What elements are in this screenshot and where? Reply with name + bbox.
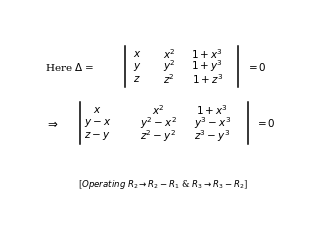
Text: $y^2$: $y^2$ xyxy=(163,59,176,74)
Text: $x^2$: $x^2$ xyxy=(163,47,176,61)
Text: $x^2$: $x^2$ xyxy=(152,103,164,117)
Text: $z^3-y^3$: $z^3-y^3$ xyxy=(194,128,231,144)
Text: $1+x^3$: $1+x^3$ xyxy=(196,103,228,117)
Text: $x$: $x$ xyxy=(93,105,102,115)
Text: [$\mathit{Operating}$ $R_2 \rightarrow R_2 - R_1$ & $R_3 \rightarrow R_3 - R_2$]: [$\mathit{Operating}$ $R_2 \rightarrow R… xyxy=(78,178,248,191)
Text: $y^3-x^3$: $y^3-x^3$ xyxy=(194,116,231,131)
Text: $1+y^3$: $1+y^3$ xyxy=(191,59,223,74)
Text: $1+z^3$: $1+z^3$ xyxy=(192,72,223,86)
Text: $x$: $x$ xyxy=(133,49,141,59)
Text: Here $\Delta$ =: Here $\Delta$ = xyxy=(45,61,94,73)
Text: $= 0$: $= 0$ xyxy=(245,61,266,73)
Text: $y^2-x^2$: $y^2-x^2$ xyxy=(140,116,176,131)
Text: $z^2$: $z^2$ xyxy=(163,72,175,86)
Text: $= 0$: $= 0$ xyxy=(255,117,276,129)
Text: $\Rightarrow$: $\Rightarrow$ xyxy=(45,117,58,130)
Text: $z$: $z$ xyxy=(133,74,141,84)
Text: $1+x^3$: $1+x^3$ xyxy=(191,47,223,61)
Text: $z^2-y^2$: $z^2-y^2$ xyxy=(140,128,176,144)
Text: $y-x$: $y-x$ xyxy=(84,117,111,129)
Text: $z-y$: $z-y$ xyxy=(85,131,111,143)
Text: $y$: $y$ xyxy=(133,61,142,73)
